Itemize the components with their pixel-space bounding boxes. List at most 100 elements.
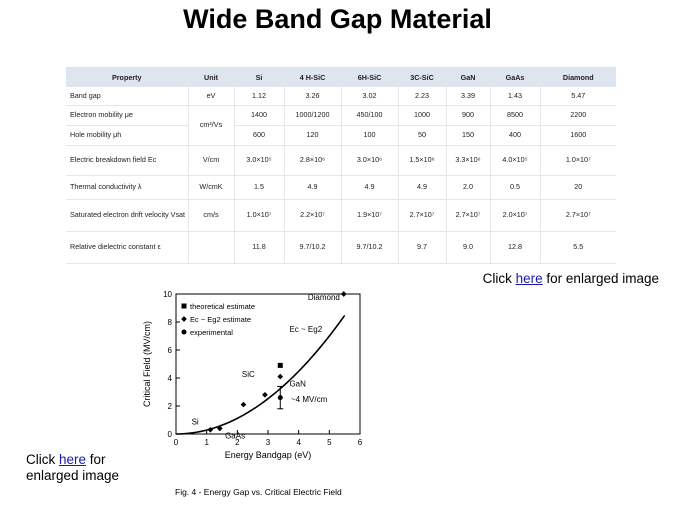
y-tick-label: 10 xyxy=(163,290,172,299)
property-cell: Saturated electron drift velocity Vsat xyxy=(66,199,189,232)
value-cell: 2.7×10⁷ xyxy=(446,199,491,232)
value-cell: 3.3×10⁶ xyxy=(446,145,491,176)
header-gaas: GaAs xyxy=(490,67,541,87)
estimate-point xyxy=(340,291,347,297)
value-cell: 4.9 xyxy=(341,175,399,200)
enlarge-chart-link[interactable]: here xyxy=(59,452,87,467)
property-cell: Relative dielectric constant ε xyxy=(66,231,189,264)
link-suffix: for enlarged image xyxy=(542,271,659,286)
value-cell: 4.0×10⁵ xyxy=(490,145,541,176)
value-cell: 3.0×10⁵ xyxy=(234,145,285,176)
table-row: Hole mobility μh 600 120 100 50 150 400 … xyxy=(66,125,616,146)
value-cell: 9.0 xyxy=(446,231,491,264)
data-annotation: Si xyxy=(192,417,199,426)
estimate-point xyxy=(207,426,214,433)
data-annotation: Diamond xyxy=(308,293,340,302)
value-cell: 2.0 xyxy=(446,175,491,200)
value-cell: 2.0×10⁷ xyxy=(490,199,541,232)
data-annotation: GaAs xyxy=(225,431,245,440)
value-cell: 1600 xyxy=(540,125,616,146)
value-cell: 2.23 xyxy=(398,87,447,106)
table-row: Saturated electron drift velocity Vsat c… xyxy=(66,199,616,232)
x-tick-label: 4 xyxy=(296,438,301,447)
unit-cell: W/cmK xyxy=(188,175,235,200)
x-tick-label: 2 xyxy=(235,438,240,447)
curve-label: Ec ~ Eg2 xyxy=(289,325,322,334)
theoretical-point xyxy=(277,362,283,368)
value-cell: 3.39 xyxy=(446,87,491,106)
table-row: Relative dielectric constant ε 11.8 9.7/… xyxy=(66,231,616,264)
unit-cell xyxy=(188,231,235,264)
data-annotation: ~4 MV/cm xyxy=(291,395,328,404)
value-cell: 9.7 xyxy=(398,231,447,264)
link-suffix: for enlarged image xyxy=(26,452,120,483)
header-si: Si xyxy=(234,67,285,87)
unit-cell: cm²/Vs xyxy=(188,105,235,146)
value-cell: 3.0×10⁶ xyxy=(341,145,399,176)
value-cell: 2.2×10⁷ xyxy=(284,199,342,232)
value-cell: 8500 xyxy=(490,105,541,126)
y-tick-label: 4 xyxy=(168,374,173,383)
property-cell: Hole mobility μh xyxy=(66,125,189,146)
y-axis-label: Critical Field (MV/cm) xyxy=(142,321,152,407)
value-cell: 3.02 xyxy=(341,87,399,106)
value-cell: 120 xyxy=(284,125,342,146)
table-row: Electric breakdown field Ec V/cm 3.0×10⁵… xyxy=(66,145,616,176)
value-cell: 4.9 xyxy=(284,175,342,200)
value-cell: 1.9×10⁷ xyxy=(341,199,399,232)
header-diamond: Diamond xyxy=(540,67,616,87)
unit-cell: V/cm xyxy=(188,145,235,176)
value-cell: 4.9 xyxy=(398,175,447,200)
x-tick-label: 3 xyxy=(266,438,271,447)
y-tick-label: 8 xyxy=(168,318,173,327)
header-3c-sic: 3C-SiC xyxy=(398,67,447,87)
property-cell: Band gap xyxy=(66,87,189,106)
header-property: Property xyxy=(66,67,189,87)
value-cell: 12.8 xyxy=(490,231,541,264)
property-cell: Electron mobility μe xyxy=(66,105,189,126)
legend-diamond-icon xyxy=(181,316,187,322)
material-properties-table: Property Unit Si 4 H-SiC 6H-SiC 3C-SiC G… xyxy=(66,67,616,264)
value-cell: 5.47 xyxy=(540,87,616,106)
estimate-point xyxy=(217,425,223,432)
page-title: Wide Band Gap Material xyxy=(183,4,492,34)
value-cell: 1.12 xyxy=(234,87,285,106)
value-cell: 9.7/10.2 xyxy=(341,231,399,264)
header-6h-sic: 6H-SiC xyxy=(341,67,399,87)
estimate-point xyxy=(240,401,247,408)
x-tick-label: 6 xyxy=(358,438,363,447)
unit-cell: eV xyxy=(188,87,235,106)
value-cell: 11.8 xyxy=(234,231,285,264)
value-cell: 5.5 xyxy=(540,231,616,264)
y-tick-label: 0 xyxy=(168,430,173,439)
enlarge-table-link[interactable]: here xyxy=(515,271,543,286)
figure-caption: Fig. 4 - Energy Gap vs. Critical Electri… xyxy=(175,487,342,497)
estimate-point xyxy=(277,373,284,380)
legend-square-icon xyxy=(181,303,187,309)
value-cell: 1.5 xyxy=(234,175,285,200)
enlarge-table-note: Click here for enlarged image xyxy=(483,271,659,286)
table-header-row: Property Unit Si 4 H-SiC 6H-SiC 3C-SiC G… xyxy=(66,67,616,87)
value-cell: 1000/1200 xyxy=(284,105,342,126)
x-tick-label: 0 xyxy=(174,438,179,447)
value-cell: 2200 xyxy=(540,105,616,126)
fit-curve xyxy=(175,314,346,435)
link-prefix: Click xyxy=(482,271,516,286)
value-cell: 400 xyxy=(490,125,541,146)
x-axis-label: Energy Bandgap (eV) xyxy=(225,450,312,460)
value-cell: 100 xyxy=(341,125,399,146)
value-cell: 3.26 xyxy=(284,87,342,106)
value-cell: 1.0×10⁷ xyxy=(234,199,285,232)
value-cell: 2.8×10⁶ xyxy=(284,145,342,176)
value-cell: 1.43 xyxy=(490,87,541,106)
link-prefix: Click xyxy=(26,452,59,467)
legend-entry: experimental xyxy=(190,328,233,337)
value-cell: 1400 xyxy=(234,105,285,126)
enlarge-chart-note: Click here for enlarged image xyxy=(26,452,136,484)
header-unit: Unit xyxy=(188,67,235,87)
value-cell: 1.0×10⁷ xyxy=(540,145,616,176)
data-annotation: SiC xyxy=(242,370,255,379)
header-gan: GaN xyxy=(446,67,491,87)
value-cell: 600 xyxy=(234,125,285,146)
header-4h-sic: 4 H-SiC xyxy=(284,67,342,87)
